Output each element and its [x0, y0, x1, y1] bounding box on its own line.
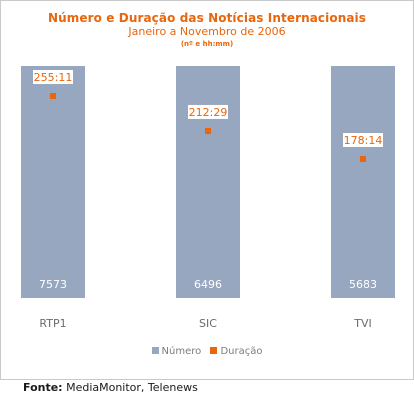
legend-swatch-duracao [210, 347, 218, 354]
source-text: MediaMonitor, Telenews [66, 381, 198, 394]
legend-item-numero: Número [151, 346, 202, 357]
point-duracao-sic [205, 127, 211, 134]
bar-value-label: 7573 [39, 278, 67, 291]
point-duracao-rtp1 [50, 93, 56, 99]
duracao-value-label: 212:29 [189, 106, 228, 119]
bar-numero-rtp1 [21, 66, 85, 298]
x-tick-label: SIC [199, 317, 217, 330]
legend-label-duracao: Duração [220, 346, 263, 357]
duracao-value-label: 255:11 [34, 71, 73, 84]
chart-title: Número e Duração das Notícias Internacio… [47, 11, 367, 25]
duracao-value-label: 178:14 [344, 134, 383, 147]
bar-numero-sic [176, 66, 240, 298]
legend-swatch-numero [151, 347, 159, 354]
x-tick-label: TVI [353, 317, 372, 330]
source-note: Fonte: MediaMonitor, Telenews [23, 381, 198, 394]
duracao-label-box [343, 133, 383, 147]
duracao-label-box [33, 70, 73, 84]
chart-units-note: (nº e hh:mm) [180, 40, 234, 48]
chart-legend: Número Duração [0, 346, 414, 357]
bar-numero-tvi [331, 66, 395, 298]
legend-label-numero: Número [161, 346, 202, 357]
duracao-label-box [188, 104, 228, 119]
bar-value-label: 5683 [349, 278, 377, 291]
point-duracao-tvi [360, 156, 366, 162]
bar-value-label: 6496 [194, 278, 222, 291]
x-tick-label: RTP1 [39, 317, 66, 330]
chart-subtitle: Janeiro a Novembro de 2006 [128, 25, 286, 38]
legend-item-duracao: Duração [210, 346, 262, 357]
source-label: Fonte: [23, 381, 63, 394]
